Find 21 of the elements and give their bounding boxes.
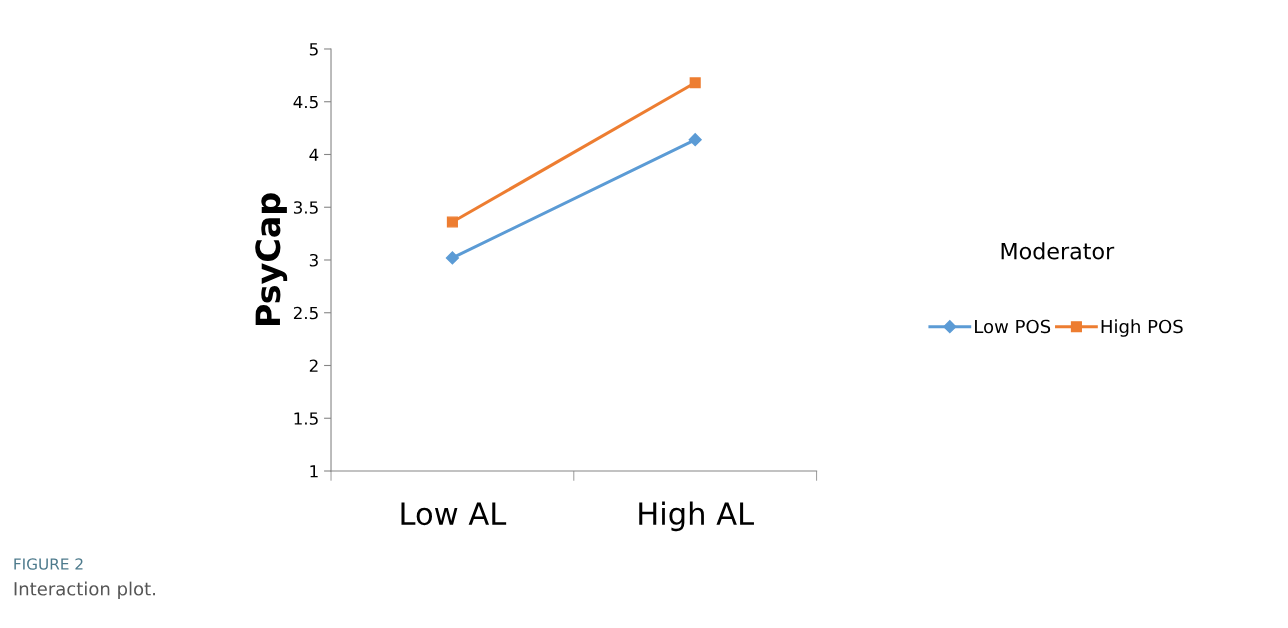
y-tick-label: 5	[309, 43, 318, 56]
legend-label: Low POS	[975, 319, 1051, 334]
y-tick-label: 4	[309, 148, 319, 161]
y-axis-title: PsyCap	[255, 193, 288, 326]
point	[446, 216, 458, 228]
y-tick-label: 1.5	[294, 412, 318, 425]
point	[688, 133, 702, 147]
x-tick-label: High AL	[639, 501, 754, 532]
y-tick-label: 2	[309, 359, 318, 372]
caption: FIGURE 2	[14, 558, 83, 570]
x-tick-label: Low AL	[401, 502, 507, 526]
y-tick-label: 1	[310, 465, 318, 478]
y-tick-label: 3.5	[293, 201, 318, 214]
legend-label: High POS	[1101, 319, 1183, 337]
point	[445, 251, 459, 265]
y-tick-label: 3	[309, 253, 318, 267]
legend-title: Moderator	[1001, 242, 1115, 260]
y-tick-label: 2.5	[293, 306, 318, 320]
point	[689, 77, 701, 89]
text: Interaction plot.	[14, 581, 155, 600]
y-tick-label: 4.5	[293, 95, 318, 109]
